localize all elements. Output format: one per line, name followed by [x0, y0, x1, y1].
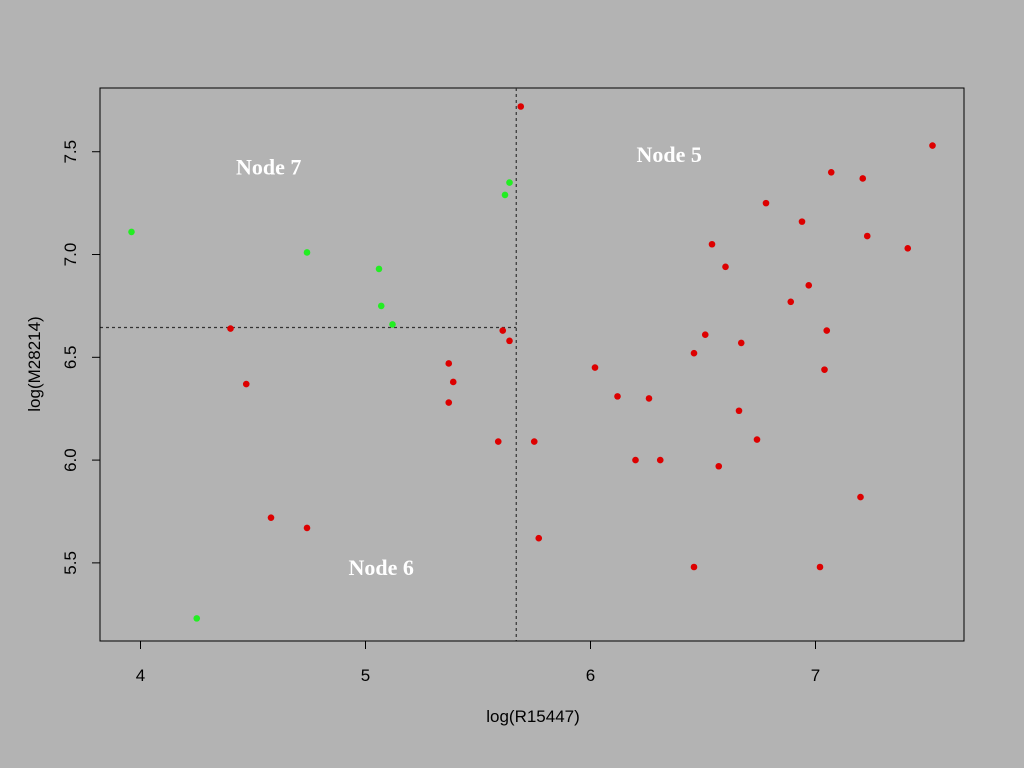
red-point — [823, 327, 831, 334]
x-axis-title: log(R15447) — [486, 707, 580, 726]
red-point — [591, 364, 599, 371]
green-point — [128, 228, 135, 236]
x-tick-label: 4 — [136, 666, 145, 685]
red-point — [798, 218, 806, 225]
y-tick-label: 5.5 — [61, 551, 80, 575]
green-point — [193, 615, 201, 622]
red-point — [753, 436, 761, 443]
node-label: Node 5 — [637, 142, 702, 167]
x-tick-label: 7 — [811, 666, 820, 685]
red-point — [494, 438, 502, 445]
red-point — [863, 232, 871, 240]
red-point — [737, 339, 745, 347]
red-point — [722, 263, 729, 271]
plot-area — [99, 87, 965, 642]
x-tick-label: 6 — [586, 666, 595, 685]
split-lines — [100, 88, 517, 641]
red-point — [645, 395, 653, 402]
y-tick-label: 6.0 — [61, 448, 80, 472]
red-point — [805, 282, 813, 289]
y-tick-label: 6.5 — [61, 345, 80, 369]
y-axis-title: log(M28214) — [25, 316, 44, 411]
green-point — [375, 265, 383, 273]
red-point — [827, 168, 835, 176]
green-point — [303, 249, 311, 256]
green-point — [377, 302, 385, 310]
x-axis: 4 5 6 7 — [136, 640, 820, 685]
red-point — [242, 380, 250, 388]
x-tick-label: 5 — [361, 666, 370, 685]
red-point — [614, 393, 621, 400]
red-point — [762, 199, 770, 207]
green-point — [501, 191, 509, 199]
red-point — [445, 399, 453, 406]
red-point — [715, 462, 723, 470]
red-point — [859, 175, 867, 182]
red-point — [267, 514, 275, 521]
red-point — [632, 456, 639, 464]
red-point — [816, 563, 824, 571]
red-point — [735, 407, 743, 415]
node-annotations: Node 7 Node 5 Node 6 — [236, 142, 702, 580]
red-point — [690, 349, 698, 357]
red-point — [535, 534, 543, 542]
node-label: Node 7 — [236, 154, 301, 179]
red-point — [708, 240, 716, 248]
red-point — [506, 337, 513, 345]
red-point — [929, 142, 936, 149]
y-tick-label: 7.5 — [61, 140, 80, 164]
red-point — [227, 325, 234, 332]
red-point — [656, 456, 664, 464]
red-point — [517, 103, 525, 110]
red-point — [821, 366, 828, 373]
node-label: Node 6 — [349, 555, 414, 580]
red-point — [701, 331, 709, 338]
red-point — [449, 378, 457, 386]
red-point — [530, 438, 538, 445]
y-tick-label: 7.0 — [61, 243, 80, 267]
red-point — [904, 245, 912, 252]
red-point — [303, 524, 311, 532]
red-point — [787, 298, 795, 306]
red-point — [499, 327, 507, 334]
red-point — [857, 493, 864, 501]
green-point — [389, 321, 396, 328]
red-point — [445, 360, 453, 367]
y-axis: 5.5 6.0 6.5 7.0 7.5 — [61, 140, 101, 575]
red-point — [690, 563, 698, 571]
data-points — [128, 103, 936, 622]
green-point — [506, 179, 513, 186]
